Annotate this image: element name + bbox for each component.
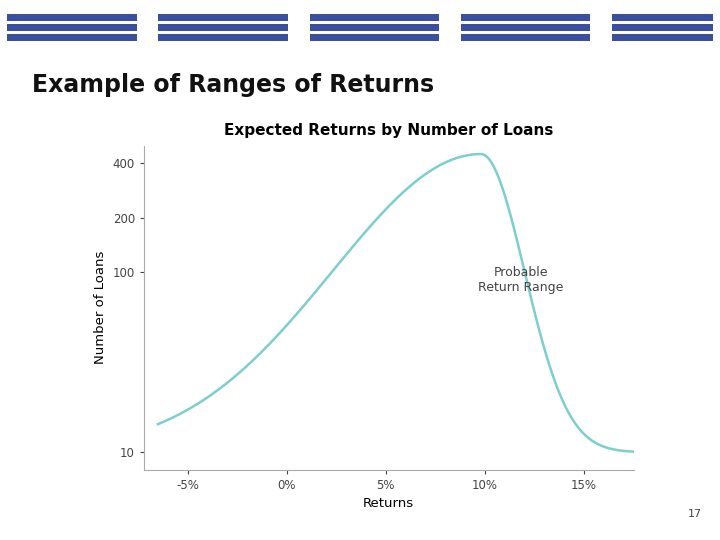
Bar bbox=[310, 14, 439, 21]
Bar bbox=[7, 34, 137, 40]
Bar bbox=[310, 24, 439, 31]
Bar bbox=[461, 24, 590, 31]
Bar bbox=[310, 34, 439, 40]
X-axis label: Returns: Returns bbox=[363, 497, 415, 510]
Bar bbox=[461, 34, 590, 40]
Bar bbox=[612, 14, 713, 21]
Bar bbox=[158, 14, 288, 21]
Bar bbox=[612, 34, 713, 40]
Bar bbox=[612, 24, 713, 31]
Text: 17: 17 bbox=[688, 509, 702, 518]
Y-axis label: Number of Loans: Number of Loans bbox=[94, 251, 107, 364]
Bar bbox=[158, 34, 288, 40]
Bar bbox=[158, 24, 288, 31]
Bar bbox=[7, 14, 137, 21]
Title: Expected Returns by Number of Loans: Expected Returns by Number of Loans bbox=[224, 123, 554, 138]
Text: Probable
Return Range: Probable Return Range bbox=[478, 266, 563, 294]
Bar bbox=[7, 24, 137, 31]
Bar bbox=[461, 14, 590, 21]
Text: Example of Ranges of Returns: Example of Ranges of Returns bbox=[32, 73, 435, 97]
